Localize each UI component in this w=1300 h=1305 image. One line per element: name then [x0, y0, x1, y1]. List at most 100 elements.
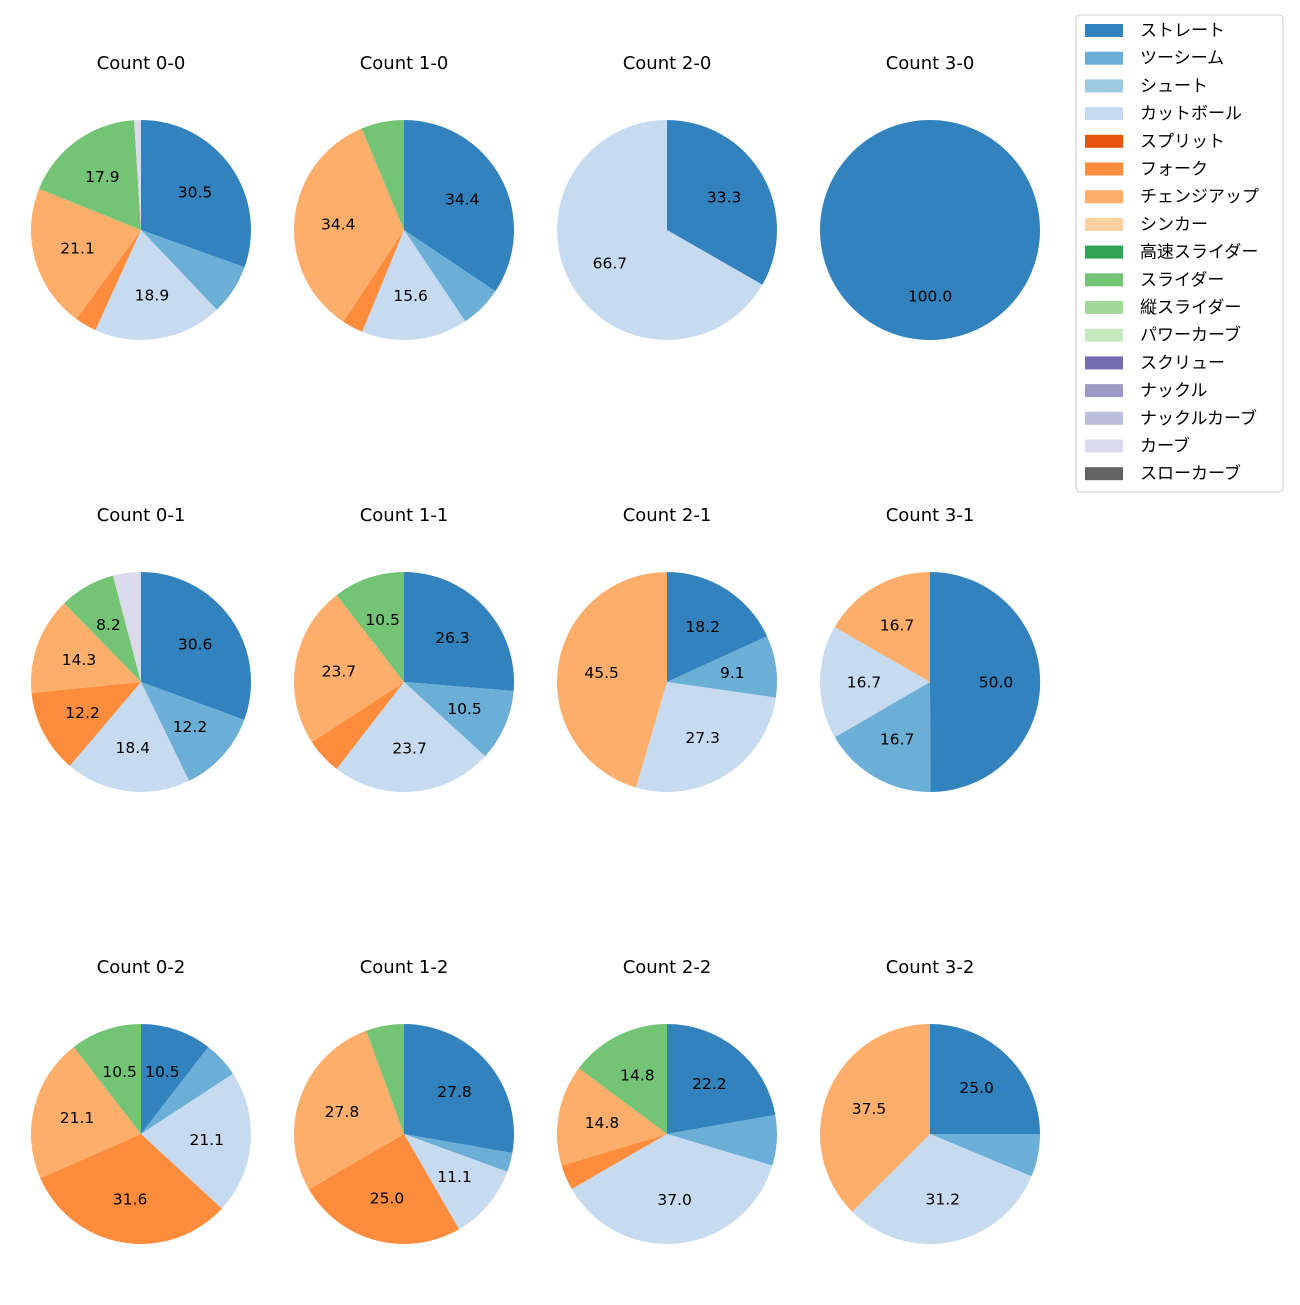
legend-frame [1075, 14, 1284, 493]
pie-slice [141, 1073, 251, 1209]
slice-label: 66.7 [593, 255, 628, 273]
pies-layer: Count 0-0 30.5 18.9 21.1 17.9 Count 1-0 34.4 15… [30, 53, 1041, 1244]
legend-swatch [1085, 328, 1123, 342]
pie-slice [69, 682, 190, 792]
pie-count-1-0: Count 1-0 34.4 15.6 34.4 [294, 53, 515, 341]
legend-swatch [1085, 384, 1123, 398]
legend-swatch [1085, 301, 1123, 314]
pie-slice [64, 575, 141, 682]
legend-swatch [1085, 356, 1123, 370]
pie-slice [73, 1024, 141, 1134]
slice-label: 9.1 [720, 664, 745, 682]
slice-label: 10.5 [102, 1063, 137, 1081]
slice-label: 34.4 [445, 190, 480, 208]
pie-slice [557, 120, 763, 340]
pie-slice [293, 595, 404, 743]
pie-slice [38, 120, 142, 230]
pie-slice [667, 120, 778, 285]
pie-title: Count 0-2 [97, 957, 186, 978]
slice-label: 18.2 [685, 618, 720, 636]
legend-swatch [1085, 245, 1123, 259]
legend-label: ストレート [1140, 21, 1225, 41]
pie-slice [134, 120, 141, 230]
pie-title: Count 0-1 [97, 505, 186, 526]
slice-label: 27.3 [685, 729, 720, 747]
pie-slice [308, 1134, 460, 1244]
slice-label: 22.2 [692, 1075, 727, 1093]
pie-slice [112, 572, 141, 682]
pie-count-3-1: Count 3-1 50.0 16.7 16.7 16.7 [819, 505, 1041, 793]
legend-entry: スライダー [1085, 270, 1224, 290]
pie-slice [404, 572, 514, 691]
pie-count-0-0: Count 0-0 30.5 18.9 21.1 17.9 [30, 53, 252, 340]
legend-entry: カーブ [1085, 436, 1190, 457]
legend-label: 高速スライダー [1140, 243, 1258, 263]
legend-entry: ストレート [1085, 21, 1225, 41]
slice-label: 37.5 [852, 1100, 887, 1118]
slice-label: 10.5 [447, 700, 482, 718]
slice-label: 8.2 [96, 616, 121, 634]
legend-swatch [1085, 24, 1123, 37]
legend-label: シンカー [1140, 215, 1208, 235]
pie-slice [141, 120, 252, 268]
legend-entry: フォーク [1085, 160, 1208, 180]
slice-label: 10.5 [145, 1063, 180, 1081]
pie-count-3-0: Count 3-0 100.0 [820, 53, 1040, 340]
slice-label: 30.5 [178, 184, 213, 202]
pie-slice [343, 230, 404, 332]
pie-slice [561, 1134, 667, 1189]
legend-label: 縦スライダー [1140, 298, 1241, 318]
pie-slice [667, 572, 768, 682]
pie-slice [404, 1134, 508, 1230]
pie-slice [667, 1024, 776, 1134]
pie-title: Count 1-1 [360, 505, 449, 526]
slice-label: 31.6 [113, 1191, 148, 1209]
pie-slice [366, 1024, 404, 1134]
legend-label: スプリット [1140, 132, 1225, 152]
pie-count-1-2: Count 1-2 27.8 11.1 25.0 27.8 [294, 957, 515, 1244]
pie-slice [930, 1024, 1040, 1134]
pie-slice [404, 1024, 515, 1154]
pie-slice [557, 572, 667, 788]
legend-swatch [1085, 217, 1123, 231]
pie-title: Count 2-0 [623, 53, 712, 74]
pie-slice [294, 128, 404, 322]
legend-entry: カットボール [1085, 104, 1242, 124]
slice-label: 16.7 [847, 674, 882, 692]
slice-label: 37.0 [657, 1191, 692, 1209]
slice-label: 45.5 [584, 664, 619, 682]
pie-slice [95, 230, 217, 340]
legend-entry: シンカー [1085, 215, 1208, 235]
legend-swatch [1085, 439, 1123, 453]
pie-slice [404, 1134, 513, 1172]
slice-label: 15.6 [393, 287, 428, 305]
slice-label: 12.2 [173, 718, 208, 736]
legend-swatch [1085, 411, 1123, 425]
slice-label: 21.1 [60, 1109, 95, 1127]
pie-slice [31, 603, 141, 694]
slice-label: 34.4 [321, 215, 356, 233]
pie-slice [30, 188, 142, 319]
pie-slice [141, 1024, 209, 1134]
pie-slice [141, 572, 251, 720]
slice-label: 12.2 [65, 704, 100, 722]
slice-label: 18.9 [135, 287, 170, 305]
slice-label: 23.7 [322, 663, 357, 681]
legend-entry: ナックルカーブ [1085, 408, 1257, 429]
legend-label: ナックル [1140, 381, 1208, 401]
pie-count-1-1: Count 1-1 26.3 10.5 23.7 23.7 10.5 [293, 505, 514, 793]
slice-label: 14.8 [620, 1067, 655, 1085]
pie-slice [834, 682, 931, 793]
legend-label: スローカーブ [1140, 463, 1241, 484]
legend-label: カーブ [1140, 436, 1190, 457]
legend-entry: チェンジアップ [1085, 187, 1259, 207]
pie-slice [40, 1134, 222, 1244]
pie-slice [667, 1114, 778, 1166]
slice-label: 21.1 [60, 240, 95, 258]
slice-label: 16.7 [880, 616, 915, 634]
slice-label: 14.8 [585, 1114, 620, 1132]
slice-label: 27.8 [437, 1083, 472, 1101]
slice-label: 50.0 [979, 673, 1014, 691]
pie-count-2-1: Count 2-1 18.2 9.1 27.3 45.5 [557, 505, 777, 792]
